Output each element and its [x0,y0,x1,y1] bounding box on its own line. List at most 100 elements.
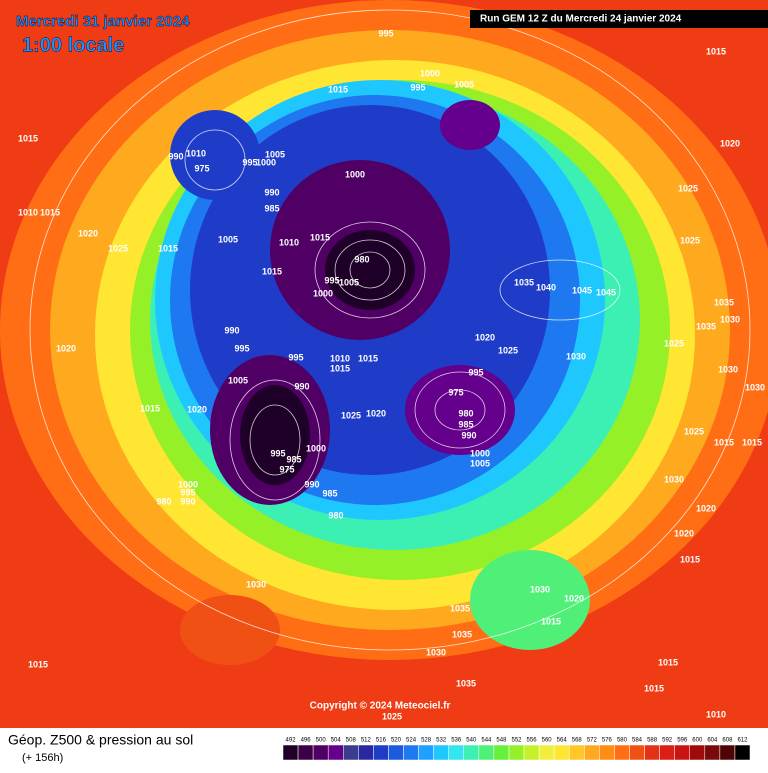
legend-swatch [418,744,434,761]
isobar-label: 1000 [420,68,440,78]
isobar-label: 1025 [382,711,402,721]
isobar-label: 1015 [140,403,160,413]
isobar-label: 1015 [742,437,762,447]
legend-swatch [448,744,465,761]
isobar-label: 980 [354,254,369,264]
legend-swatch [719,744,736,761]
isobar-label: 995 [378,28,393,38]
legend-swatch [403,744,419,761]
isobar-label: 1035 [714,297,734,307]
legend-swatch [599,744,615,761]
isobar-label: 1000 [306,443,326,453]
isobar-label: 995 [288,352,303,362]
isobar-label: 1010 [18,207,38,217]
forecast-time: 1:00 locale [22,34,124,56]
legend-label: 520 [391,738,402,744]
legend-label: 576 [602,738,613,744]
legend-label: 584 [632,738,643,744]
isobar-label: 1030 [720,314,740,324]
isobar-label: 985 [458,419,473,429]
isobar-label: 1010 [279,237,299,247]
legend-label: 496 [301,738,312,744]
isobar-label: 1035 [696,321,716,331]
isobar-label: 1025 [680,235,700,245]
isobar-label: 1015 [40,207,60,217]
legend-label: 612 [737,738,748,744]
isobar-label: 995 [270,448,285,458]
isobar-label: 1000 [256,157,276,167]
isobar-label: 1015 [658,657,678,667]
legend-label: 524 [406,738,417,744]
isobar-label: 990 [168,151,183,161]
footer-title: Géop. Z500 & pression au sol [8,732,193,748]
isobar-label: 990 [224,325,239,335]
legend-label: 568 [572,738,583,744]
isobar-label: 1015 [158,243,178,253]
isobar-label: 1030 [664,474,684,484]
isobar-label: 1025 [678,183,698,193]
legend-label: 500 [316,738,327,744]
isobar-label: 1000 [178,479,198,489]
legend-label: 588 [647,738,658,744]
isobar-label: 1005 [228,375,248,385]
isobar-label: 990 [180,496,195,506]
isobar-label: 1045 [572,285,592,295]
isobar-label: 1010 [330,353,350,363]
legend-swatch [659,744,675,761]
legend-swatch [689,744,706,761]
legend-label: 600 [692,738,703,744]
isobar-label: 1000 [345,169,365,179]
isobar-label: 1020 [56,343,76,353]
isobar-label: 1035 [452,629,472,639]
isobar-label: 1040 [536,282,556,292]
legend-label: 596 [677,738,688,744]
isobar-label: 975 [448,387,463,397]
legend-label: 608 [722,738,733,744]
isobar-label: 1025 [108,243,128,253]
legend-swatch [614,744,630,761]
isobar-label: 1015 [18,133,38,143]
isobar-label: 990 [294,381,309,391]
legend-swatch [508,744,525,761]
legend-label: 572 [587,738,598,744]
legend-label: 604 [707,738,718,744]
isobar-label: 1020 [720,138,740,148]
isobar-label: 1020 [366,408,386,418]
isobar-label: 990 [304,479,319,489]
legend-label: 504 [331,738,342,744]
legend-label: 528 [421,738,432,744]
isobar-label: 995 [234,343,249,353]
isobar-label: 1020 [475,332,495,342]
isobar-label: 990 [264,187,279,197]
isobar-label: 1025 [664,338,684,348]
isobar-label: 1015 [328,84,348,94]
isobar-label: 1000 [313,288,333,298]
isobar-label: 1025 [684,426,704,436]
legend-label: 548 [496,738,507,744]
copyright: Copyright © 2024 Meteociel.fr [310,701,451,712]
isobar-label: 1005 [265,149,285,159]
isobar-label: 1015 [28,659,48,669]
isobar-label: 1015 [310,232,330,242]
isobar-label: 980 [328,510,343,520]
isobar-label: 1030 [566,351,586,361]
legend-label: 532 [436,738,447,744]
legend-swatch [734,744,751,761]
color-legend: 492 496 500 504 508 512 516 520 524 528 532 536 540 5… [282,738,751,761]
legend-label: 512 [361,738,372,744]
isobar-label: 1010 [706,709,726,719]
legend-swatch [644,744,660,761]
isobar-label: 990 [461,430,476,440]
legend-label: 544 [481,738,492,744]
legend-swatch [704,744,721,761]
isobar-label: 1020 [674,528,694,538]
isobar-label: 1015 [541,616,561,626]
legend-label: 552 [511,738,522,744]
isobar-label: 1015 [706,46,726,56]
isobar-label: 985 [322,488,337,498]
run-box [470,10,768,28]
isobar-label: 975 [279,464,294,474]
legend-swatch [674,744,690,761]
isobar-label: 1015 [644,683,664,693]
